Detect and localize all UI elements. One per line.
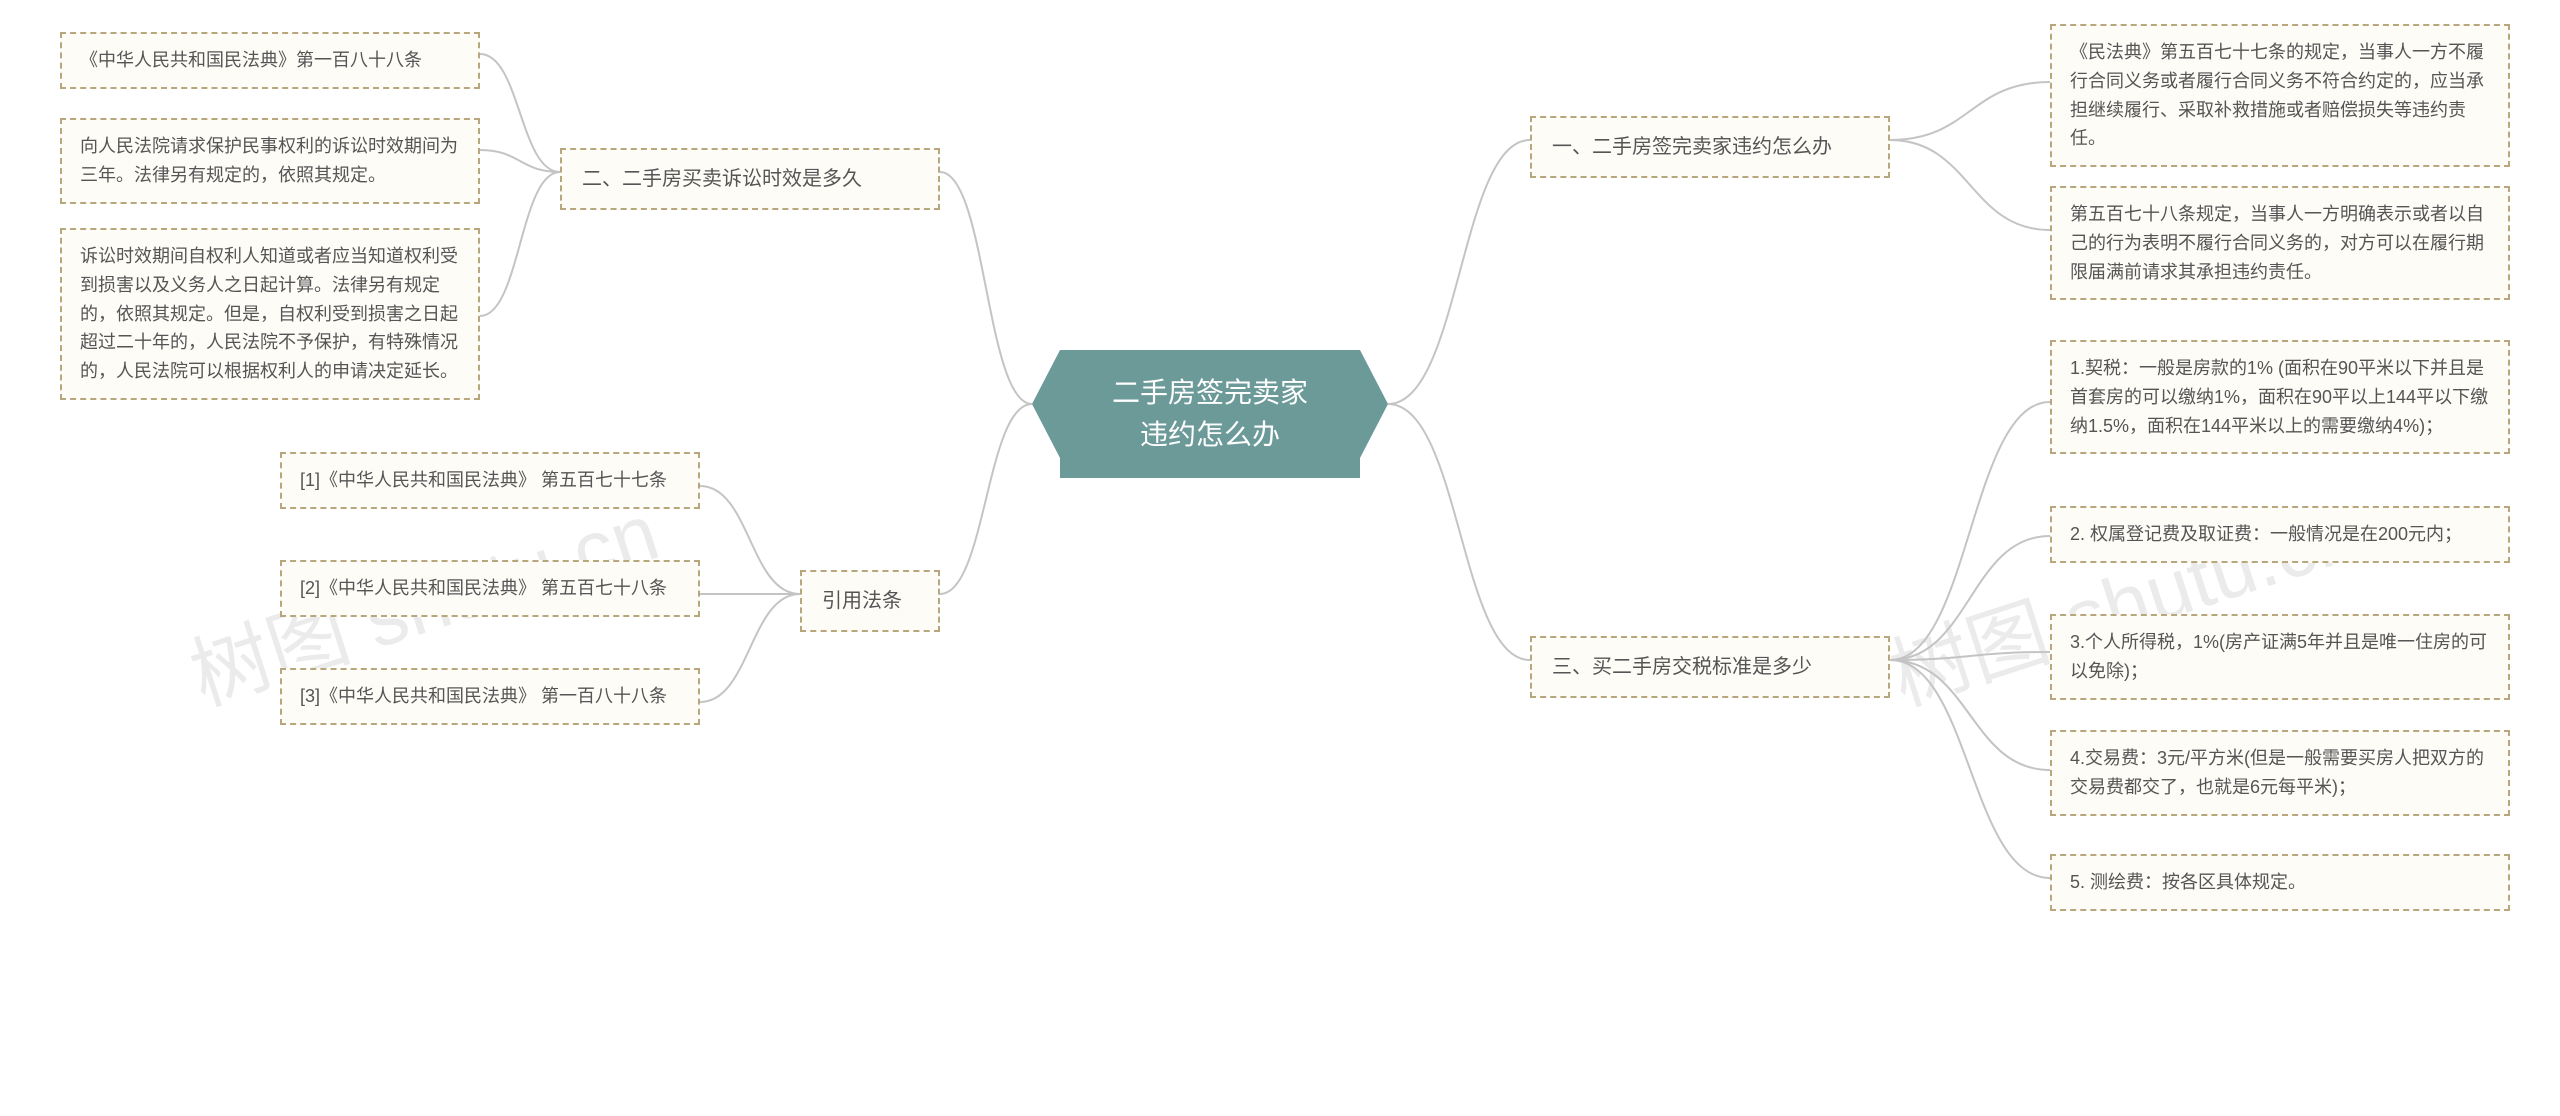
center-node: 二手房签完卖家违约怎么办 (1060, 350, 1360, 478)
leaf-b3-4: 4.交易费：3元/平方米(但是一般需要买房人把双方的交易费都交了，也就是6元每平… (2050, 730, 2510, 816)
leaf-b1-2: 第五百七十八条规定，当事人一方明确表示或者以自己的行为表明不履行合同义务的，对方… (2050, 186, 2510, 300)
leaf-b4-3f: [3]《中华人民共和国民法典》 第一百八十八条 (280, 668, 700, 725)
leaf-b4-2f: [2]《中华人民共和国民法典》 第五百七十八条 (280, 560, 700, 617)
leaf-b3-3: 3.个人所得税，1%(房产证满5年并且是唯一住房的可以免除)； (2050, 614, 2510, 700)
leaf-b1-1: 《民法典》第五百七十七条的规定，当事人一方不履行合同义务或者履行合同义务不符合约… (2050, 24, 2510, 167)
branch-4f: 引用法条 (800, 570, 940, 632)
leaf-b3-1: 1.契税：一般是房款的1% (面积在90平米以下并且是首套房的可以缴纳1%，面积… (2050, 340, 2510, 454)
leaf-b4-1f: [1]《中华人民共和国民法典》 第五百七十七条 (280, 452, 700, 509)
branch-1: 一、二手房签完卖家违约怎么办 (1530, 116, 1890, 178)
center-text: 二手房签完卖家违约怎么办 (1112, 377, 1308, 450)
leaf-b3-2: 2. 权属登记费及取证费：一般情况是在200元内； (2050, 506, 2510, 563)
leaf-b2-2f: 向人民法院请求保护民事权利的诉讼时效期间为三年。法律另有规定的，依照其规定。 (60, 118, 480, 204)
branch-3: 三、买二手房交税标准是多少 (1530, 636, 1890, 698)
leaf-b2-3f: 诉讼时效期间自权利人知道或者应当知道权利受到损害以及义务人之日起计算。法律另有规… (60, 228, 480, 400)
leaf-b2-1f: 《中华人民共和国民法典》第一百八十八条 (60, 32, 480, 89)
leaf-b3-5: 5. 测绘费：按各区具体规定。 (2050, 854, 2510, 911)
branch-2f: 二、二手房买卖诉讼时效是多久 (560, 148, 940, 210)
